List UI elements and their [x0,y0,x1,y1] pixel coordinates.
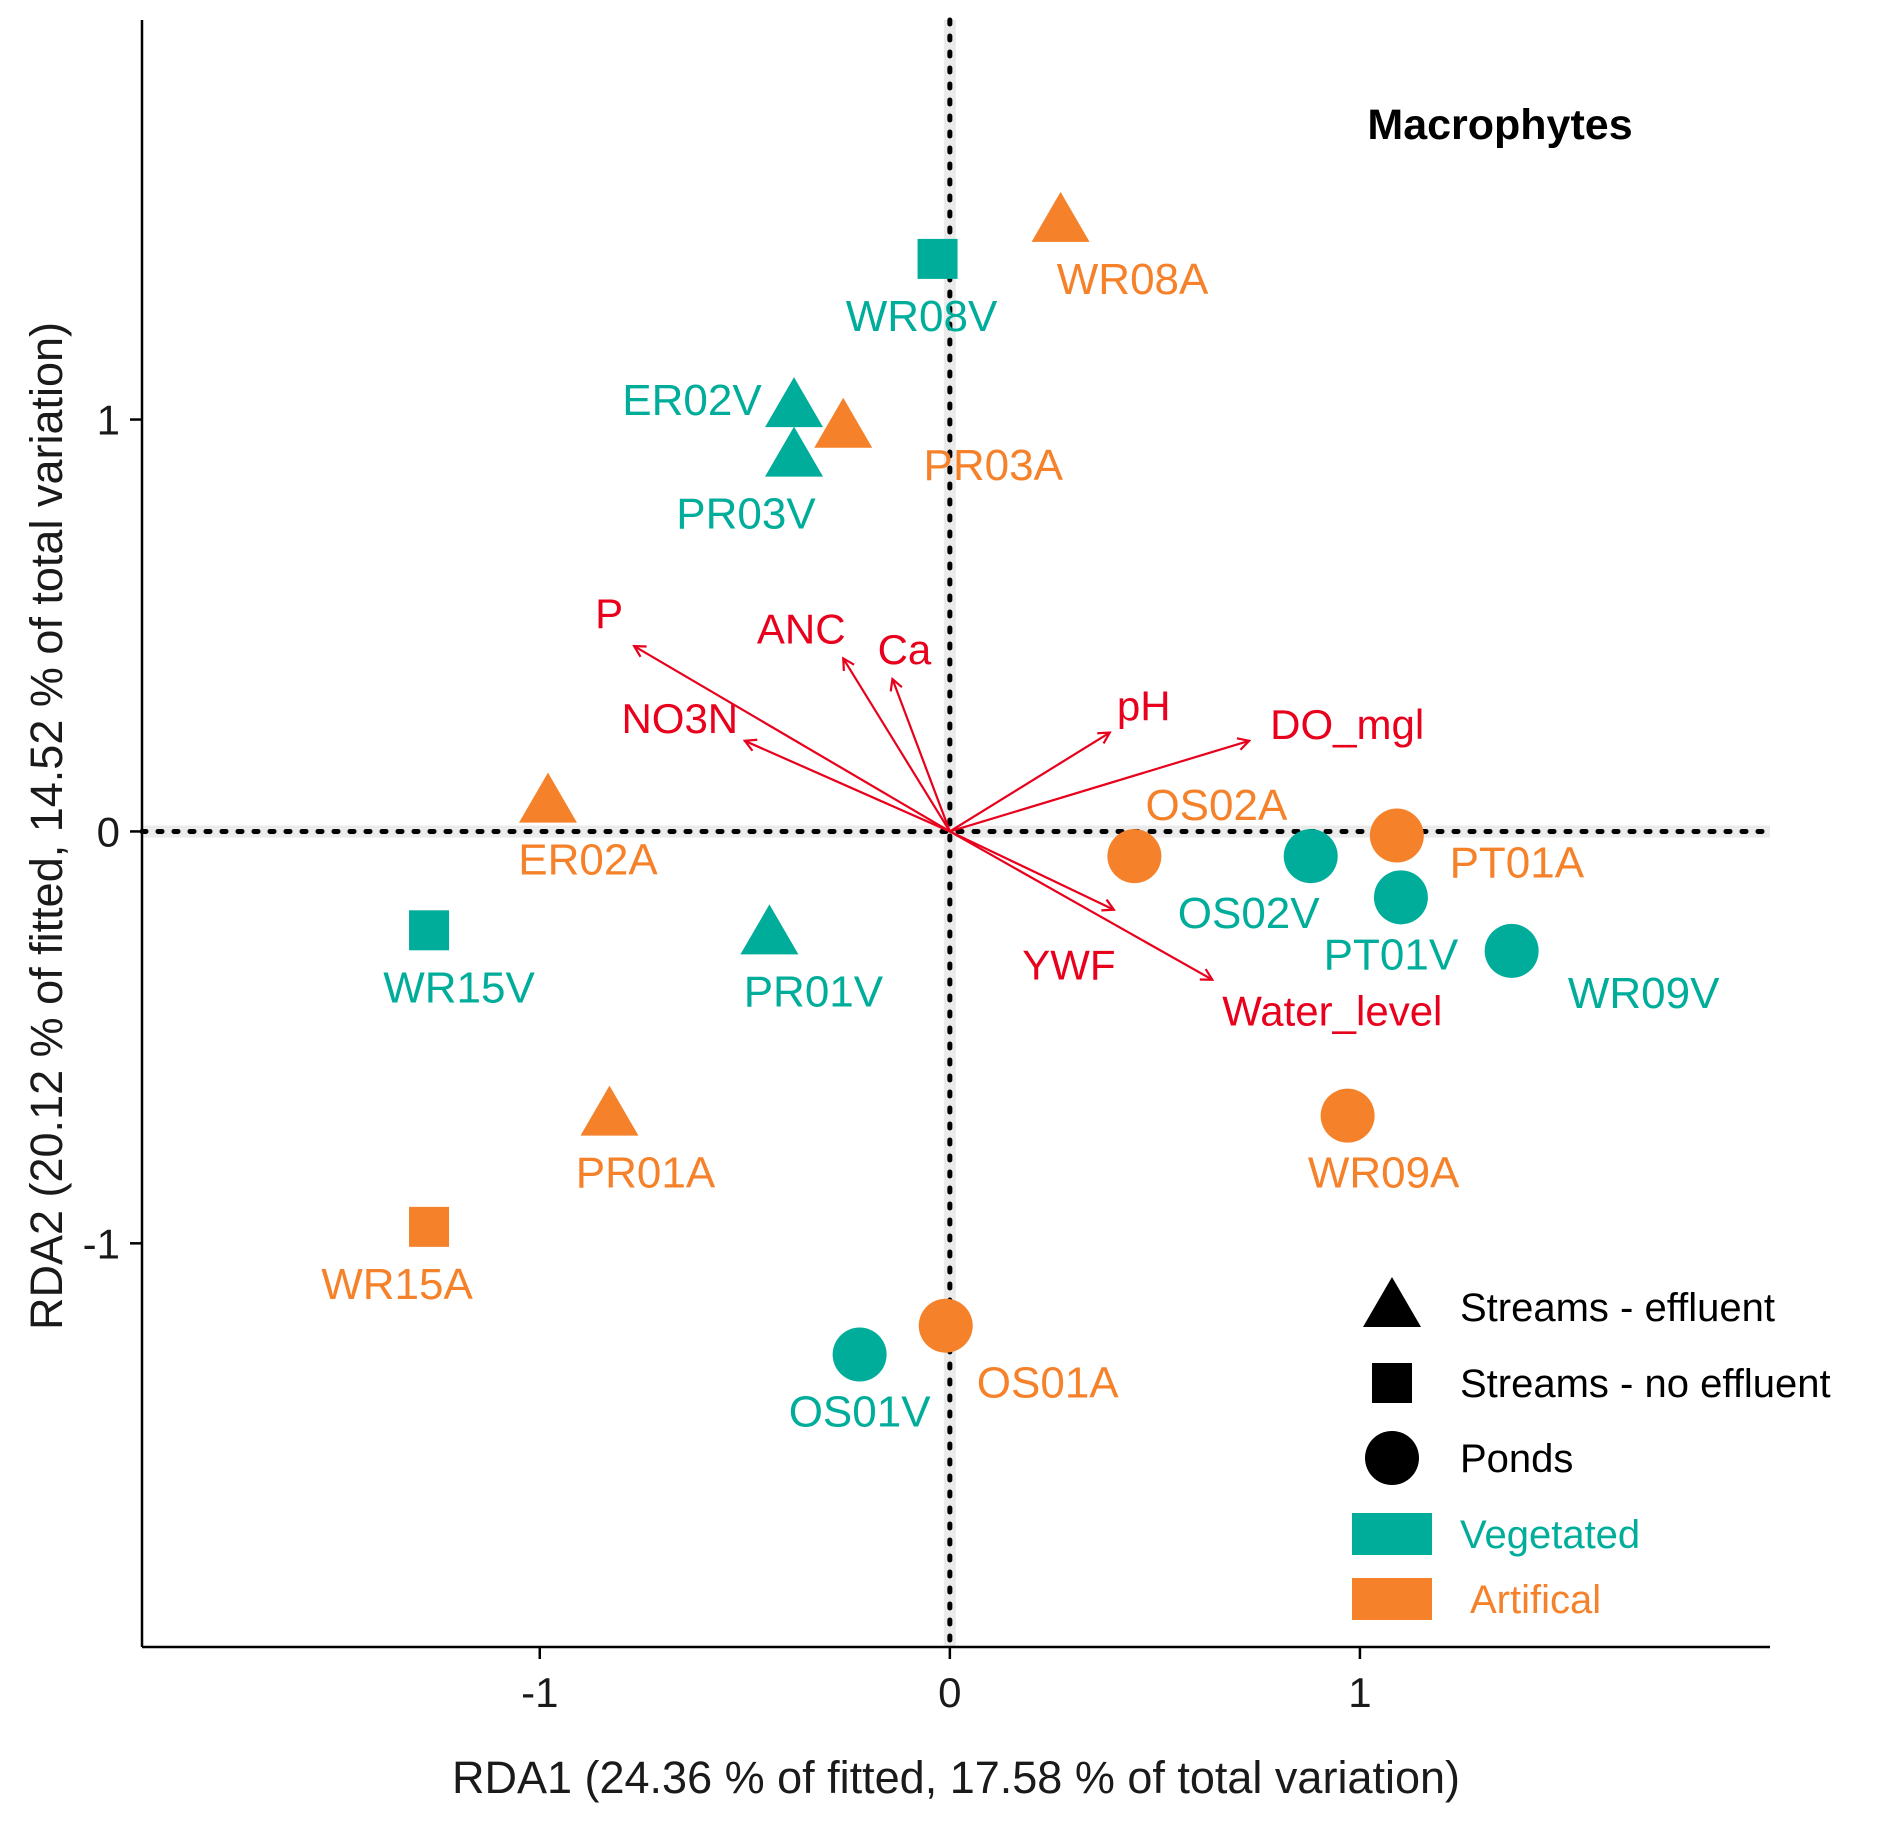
site-marker-pr03v [765,426,824,477]
axis-ticks: -1 0 1 -1 0 1 [83,397,1372,1716]
site-label: PT01V [1324,930,1459,979]
site-label: ER02A [518,836,658,885]
vector-label: Ca [878,626,932,673]
site-marker-pr01a [580,1085,639,1136]
site-marker-er02v [765,377,824,428]
y-tick-label: -1 [83,1220,120,1267]
legend-shape-label: Streams - effluent [1460,1286,1775,1330]
site-label: WR09A [1308,1149,1460,1198]
vector-label: pH [1117,683,1171,730]
site-marker-wr08v [917,238,958,279]
y-tick-label: 1 [97,397,120,444]
vector-labels: P ANC Ca NO3N pH DO_mgl YWF Water_level [595,590,1442,1035]
site-label: PT01A [1450,839,1585,888]
vector-arrow-water-level [949,830,1212,979]
site-label: OS02V [1178,889,1321,938]
site-label: WR08A [1057,255,1209,304]
legend-shape-label: Ponds [1460,1437,1573,1481]
site-marker-er02a [518,772,577,823]
vector-label: DO_mgl [1270,701,1424,748]
environmental-vectors [634,646,1249,980]
site-marker-pt01a [1369,808,1424,863]
legend-triangle-symbol [1363,1277,1421,1327]
legend-color-swatch-artifical [1352,1578,1432,1620]
vector-label: P [595,590,623,637]
site-marker-wr09a [1320,1088,1375,1143]
y-tick-label: 0 [97,808,120,855]
vector-arrow-ca [892,679,951,832]
x-tick-label: 0 [938,1669,961,1716]
site-label: PR01A [576,1149,716,1198]
vector-arrow-no3n [745,741,951,833]
site-labels: WR08A WR08V ER02V PR03A PR03V ER02A WR15V PR01V… [321,255,1720,1437]
site-marker-pt01v [1373,870,1428,925]
site-marker-wr15a [409,1206,450,1247]
site-label: OS02A [1145,781,1288,830]
site-marker-os01v [832,1327,887,1382]
chart-title: Macrophytes [1367,101,1632,149]
site-marker-os02v [1283,829,1338,884]
vector-label: Water_level [1222,988,1442,1035]
site-marker-pr03a [814,397,873,448]
vector-arrow-do-mgl [949,741,1249,833]
site-marker-pr01v [740,904,799,955]
legend-group-label: Artifical [1470,1578,1601,1622]
legend-color-swatch-vegetated [1352,1513,1432,1555]
x-tick-label: 1 [1348,1669,1371,1716]
site-marker-os01a [918,1298,973,1353]
legend: Streams - effluent Streams - no effluent P… [1352,1277,1831,1622]
site-label: ER02V [622,376,762,425]
site-points [409,191,1539,1382]
vector-arrow-anc [843,658,951,833]
site-marker-os02a [1107,829,1162,884]
site-label: WR09V [1568,969,1720,1018]
x-axis-label: RDA1 (24.36 % of fitted, 17.58 % of tota… [452,1752,1460,1803]
site-label: PR01V [744,967,884,1016]
vector-label: YWF [1022,942,1115,989]
vector-label: NO3N [621,695,738,742]
zero-reference-lines [139,17,1773,1650]
legend-shape-label: Streams - no effluent [1460,1362,1831,1406]
site-label: OS01V [789,1388,932,1437]
legend-square-symbol [1372,1363,1412,1403]
vector-arrow-p [634,646,951,833]
x-tick-label: -1 [521,1669,558,1716]
site-label: PR03V [676,490,816,539]
vector-label: ANC [757,605,846,652]
site-label: OS01A [977,1359,1120,1408]
vector-arrow-ywf [949,830,1114,909]
site-label: WR15V [383,963,535,1012]
legend-circle-symbol [1365,1431,1419,1485]
site-marker-wr15v [409,910,450,951]
y-axis-label: RDA2 (20.12 % of fitted, 14.52 % of tota… [21,322,72,1330]
site-label: WR15A [321,1260,473,1309]
vector-arrow-ph [949,733,1110,833]
site-marker-wr08a [1031,191,1090,242]
site-label: PR03A [924,441,1064,490]
site-label: WR08V [846,292,998,341]
legend-group-label: Vegetated [1460,1513,1640,1557]
site-marker-wr09v [1484,923,1539,978]
